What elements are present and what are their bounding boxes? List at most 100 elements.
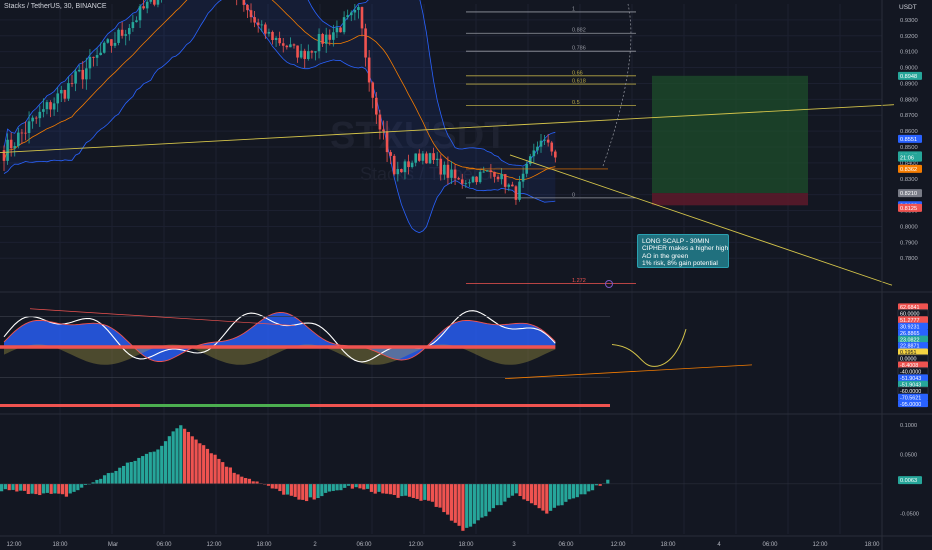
candle-body [489,170,493,172]
candle-body [532,150,536,157]
trade-idea-note[interactable]: LONG SCALP - 30MIN CIPHER makes a higher… [637,234,729,268]
ao-bar [236,474,240,484]
ao-bar [575,483,579,498]
ao-bar [373,483,377,494]
ao-bar [362,483,366,490]
price-tick-label: 0.8800 [900,97,918,103]
signal-bar-green [140,404,310,407]
ao-bar [400,483,404,497]
ao-tick-label: 0.1000 [900,423,917,429]
candle-body [106,39,110,43]
candle-body [153,0,156,5]
candle-body [124,34,128,36]
ao-bar [102,475,107,484]
ao-bar [331,483,335,491]
trade-zones[interactable] [652,75,808,206]
candle-body [460,179,464,184]
ao-bar [15,483,19,492]
time-tick-label: 18:00 [52,542,68,548]
ao-bar [522,483,526,500]
candle-body [457,178,460,180]
candle-body [550,142,554,152]
ao-bar [160,445,164,484]
ao-bar [587,483,591,492]
candles[interactable] [2,0,557,205]
time-tick-label: 12:00 [408,542,424,548]
candle-body [138,6,142,21]
price-axis[interactable]: 0.9300 0.9200 0.9100 0.9000 0.8900 0.8800 0.87… [898,18,922,262]
ao-axis[interactable]: 0.1000 0.0500 -0.0500 0.0063 [898,423,922,517]
oscillator-axis[interactable]: 62.684160.000051.277730.923126.886523.08… [897,303,929,408]
time-axis[interactable]: 12:00 18:00 Mar 06:00 12:00 18:00 2 06:00 12:00 1… [6,542,880,548]
candle-body [117,29,120,43]
candle-body [2,150,6,161]
candle-body [367,57,371,83]
candle-body [332,32,335,40]
ao-bar [289,483,293,496]
drawings[interactable] [0,3,895,288]
fib-level-label: 0 [572,192,575,198]
ao-bar [388,483,393,495]
ao-bar [278,483,282,492]
ao-bar [385,483,389,494]
ao-bar [438,483,442,508]
ao-bar [457,483,461,526]
time-tick-label: 12:00 [812,542,828,548]
time-tick-label: Mar [108,542,118,548]
ao-bar [125,462,130,484]
candle-body [385,131,389,153]
ao-bar [285,483,290,495]
candle-body [20,132,24,134]
candle-body [256,22,260,26]
ao-bar [564,483,568,502]
oscillator-badge [898,316,928,324]
price-tick-label: 0.8000 [900,224,918,230]
ao-bar [571,483,576,499]
candle-body [349,12,353,16]
candle-body [500,174,503,180]
candle-body [128,28,131,35]
ao-bar [99,478,103,484]
ao-tick-label: -0.0500 [900,511,919,517]
candle-body [74,71,77,84]
candle-body [382,129,385,132]
candle-body [528,156,532,164]
ao-bar [491,483,496,509]
ao-bar [324,483,328,493]
fib-level-label: 0.66 [572,70,583,76]
ao-bar [598,483,602,486]
time-tick-label: 18:00 [660,542,676,548]
oscillator-badge-label: 26.8865 [900,331,920,337]
candle-body [357,7,360,10]
ao-bar [72,483,76,492]
ao-bar [301,483,305,500]
candle-body [328,34,332,40]
candle-body [482,171,486,173]
oscillator-badge-label: 22.8871 [900,344,920,350]
candle-body [453,169,457,179]
ao-bar [606,479,610,484]
candle-body [42,109,45,112]
oscillator-badge-label: 23.0822 [900,337,920,343]
fibonacci-retracement[interactable]: 1 0.882 0.786 0.66 0.618 0.5 0 1.272 [466,6,636,284]
price-badge-label: 21:06 [900,156,914,162]
price-badge-label: 0.8948 [900,74,917,80]
ao-bar [244,478,248,484]
candle-body [407,161,410,168]
ao-tick-label: 0.0500 [900,452,917,458]
alert-icon [605,280,613,288]
candle-body [67,83,70,99]
symbol-title[interactable]: Stacks / TetherUS, 30, BINANCE [4,3,107,10]
candle-body [242,0,246,5]
ao-bar [247,478,252,484]
ao-bar [266,483,271,486]
ao-bar [468,483,473,527]
candle-body [267,31,271,34]
ao-bar [202,445,206,484]
candle-body [27,121,31,134]
time-tick-label: 06:00 [762,542,778,548]
price-tick-label: 0.8900 [900,81,918,87]
ao-bar [404,483,408,496]
